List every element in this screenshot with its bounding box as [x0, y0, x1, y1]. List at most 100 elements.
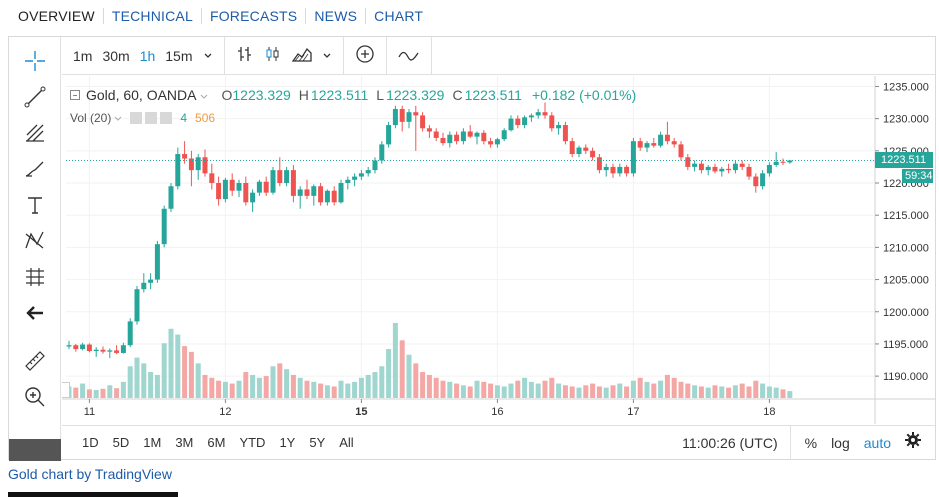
low-value: 1223.329: [386, 87, 445, 103]
volume-bar: [372, 372, 378, 398]
crosshair-icon[interactable]: [21, 47, 49, 75]
candle-body: [202, 157, 208, 174]
volume-bar: [386, 348, 392, 398]
fib-tool-icon[interactable]: [21, 119, 49, 147]
volume-legend: Vol (20) 4 506: [70, 111, 215, 125]
volume-value-1: 4: [180, 111, 188, 125]
tab-overview[interactable]: OVERVIEW: [18, 8, 95, 24]
collapse-icon[interactable]: [70, 90, 80, 100]
volume-bar: [590, 383, 596, 398]
tab-technical[interactable]: TECHNICAL: [102, 8, 201, 24]
tradingview-credit-link[interactable]: Gold chart by TradingView: [8, 466, 172, 482]
candle-body: [311, 186, 317, 196]
price-chart[interactable]: 1190.000 1195.000 1200.000 1205.000 1210.000…: [62, 76, 935, 424]
time-axis[interactable]: 11 12 15 16 17 18: [84, 399, 776, 418]
chart-toolbar: 1m 30m 1h 15m: [62, 36, 935, 75]
chevron-down-icon[interactable]: [200, 87, 208, 103]
tab-chart[interactable]: CHART: [365, 8, 431, 24]
candle-body: [243, 183, 249, 203]
volume-bar: [148, 372, 154, 398]
candle-body: [481, 132, 487, 142]
volume-bar: [705, 387, 711, 398]
candle-body: [277, 170, 283, 183]
candle-body: [528, 115, 534, 118]
volume-bar: [270, 366, 276, 398]
range-5y[interactable]: 5Y: [309, 435, 326, 450]
candle-body: [583, 147, 589, 151]
brush-icon[interactable]: [21, 155, 49, 183]
candle-body: [406, 112, 412, 122]
gear-icon[interactable]: [905, 432, 921, 453]
zoom-in-icon[interactable]: [21, 383, 49, 411]
volume-bar: [467, 386, 473, 398]
candle-body: [331, 190, 337, 203]
candle-body: [345, 179, 351, 183]
volume-label[interactable]: Vol (20): [70, 111, 112, 125]
volume-bar: [86, 389, 92, 398]
candles-style-icon[interactable]: [259, 45, 287, 66]
volume-bar: [719, 386, 725, 398]
candle-body: [148, 279, 154, 283]
volume-bar: [120, 381, 126, 398]
log-toggle[interactable]: log: [831, 434, 850, 451]
range-1m[interactable]: 1M: [143, 435, 162, 450]
volume-bar: [651, 383, 657, 398]
indicators-wave-icon[interactable]: [393, 47, 425, 64]
chevron-down-icon[interactable]: [317, 48, 337, 64]
volume-bar: [664, 374, 670, 398]
volume-bar: [216, 380, 222, 398]
bars-style-icon[interactable]: [231, 45, 259, 66]
text-tool-icon[interactable]: [21, 191, 49, 219]
chevron-down-icon[interactable]: [114, 111, 122, 125]
volume-bar: [433, 377, 439, 398]
utc-clock[interactable]: 11:00:26 (UTC): [682, 434, 778, 451]
range-1d[interactable]: 1D: [82, 435, 99, 450]
close-icon[interactable]: [160, 112, 173, 124]
trend-line-icon[interactable]: [21, 83, 49, 111]
visibility-icon[interactable]: [145, 112, 158, 124]
settings-icon[interactable]: [130, 112, 143, 124]
add-indicator-icon[interactable]: [350, 44, 380, 67]
x-tick-label: 17: [627, 406, 639, 418]
range-3m[interactable]: 3M: [175, 435, 194, 450]
percent-toggle[interactable]: %: [804, 434, 818, 451]
tab-news[interactable]: NEWS: [305, 8, 365, 24]
prediction-icon[interactable]: [21, 263, 49, 291]
scroll-left-handle[interactable]: [62, 382, 70, 398]
range-all[interactable]: All: [339, 435, 354, 450]
price-axis[interactable]: 1190.000 1195.000 1200.000 1205.000 1210.000…: [875, 81, 929, 383]
auto-toggle[interactable]: auto: [863, 434, 891, 451]
x-tick-label: 16: [491, 406, 503, 418]
candle-body: [542, 112, 548, 116]
volume-bar: [766, 386, 772, 398]
range-ytd[interactable]: YTD: [239, 435, 266, 450]
toolbar-scroll-handle[interactable]: [9, 439, 61, 461]
range-bar: 1D 5D 1M 3M 6M YTD 1Y 5Y All 11:00:26 (U…: [62, 425, 935, 460]
back-arrow-icon[interactable]: [21, 299, 49, 327]
tab-forecasts[interactable]: FORECASTS: [200, 8, 305, 24]
volume-bar: [644, 381, 650, 398]
y-tick-label: 1190.000: [883, 371, 928, 383]
pattern-icon[interactable]: [21, 227, 49, 255]
candle-body: [168, 186, 174, 209]
volume-bar: [501, 386, 507, 398]
candle-body: [549, 115, 555, 129]
candle-body: [413, 112, 419, 116]
range-6m[interactable]: 6M: [207, 435, 226, 450]
ruler-icon[interactable]: [21, 347, 49, 375]
interval-30m[interactable]: 30m: [102, 47, 130, 64]
range-1y[interactable]: 1Y: [279, 435, 296, 450]
interval-1h[interactable]: 1h: [139, 47, 156, 64]
candle-body: [236, 183, 242, 191]
interval-1m[interactable]: 1m: [73, 47, 93, 64]
chart-area[interactable]: 1190.000 1195.000 1200.000 1205.000 1210.000…: [62, 76, 935, 424]
candle-body: [392, 108, 398, 126]
volume-bar: [345, 383, 351, 398]
low-label: L: [376, 87, 385, 103]
range-5d[interactable]: 5D: [112, 435, 130, 450]
volume-bar: [596, 386, 602, 398]
symbol-title[interactable]: Gold, 60, OANDA: [86, 87, 197, 103]
interval-15m[interactable]: 15m: [165, 47, 193, 64]
chevron-down-icon[interactable]: [198, 48, 218, 64]
area-style-icon[interactable]: [287, 45, 317, 66]
